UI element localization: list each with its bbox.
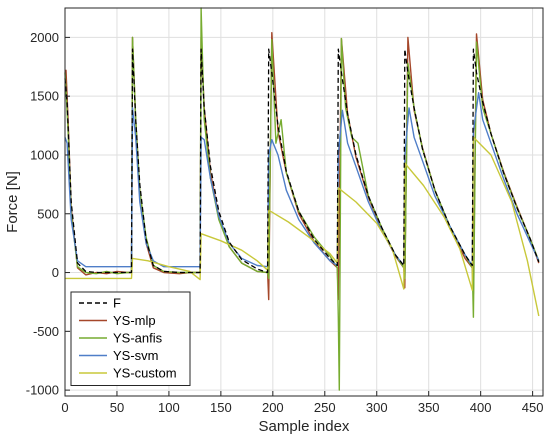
legend-label: YS-mlp — [113, 313, 156, 328]
y-tick-label: 0 — [52, 265, 59, 280]
y-tick-label: 500 — [37, 206, 59, 221]
x-tick-label: 450 — [522, 400, 544, 415]
plot-frame — [64, 7, 544, 397]
legend-label: YS-anfis — [113, 331, 163, 346]
y-tick-label: 1500 — [30, 89, 59, 104]
y-axis-label: Force [N] — [4, 171, 21, 233]
x-tick-label: 200 — [262, 400, 284, 415]
series-layer — [64, 7, 540, 391]
x-tick-label: 0 — [61, 400, 68, 415]
y-tick-label: -500 — [33, 324, 59, 339]
legend-label: YS-custom — [113, 366, 177, 381]
legend-label: F — [113, 296, 121, 311]
y-tick-label: 1000 — [30, 147, 59, 162]
x-tick-label: 250 — [314, 400, 336, 415]
x-axis-label: Sample index — [259, 418, 350, 435]
tick-labels: 0 50 100 150 200 250 300 350 400 450 -1000 -500 0 500… — [26, 30, 544, 415]
legend-label: YS-svm — [113, 348, 159, 363]
y-tick-label: 2000 — [30, 30, 59, 45]
series-line-f — [64, 48, 540, 274]
x-tick-label: 150 — [210, 400, 232, 415]
axis-ticks — [64, 36, 534, 396]
legend: F YS-mlp YS-anfis YS-svm YS-custom — [70, 291, 191, 386]
x-tick-label: 100 — [158, 400, 180, 415]
x-tick-label: 300 — [366, 400, 388, 415]
y-tick-label: -1000 — [26, 383, 59, 398]
x-tick-label: 350 — [418, 400, 440, 415]
x-tick-label: 50 — [110, 400, 124, 415]
x-tick-label: 400 — [470, 400, 492, 415]
